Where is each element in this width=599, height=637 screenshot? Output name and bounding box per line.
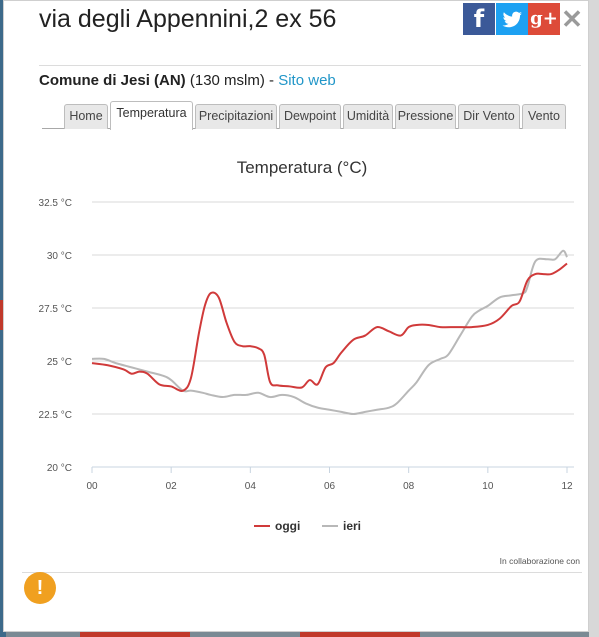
background-map-marker bbox=[300, 628, 420, 637]
x-tick-label: 12 bbox=[561, 481, 573, 492]
y-tick-label: 25 °C bbox=[47, 357, 72, 368]
station-title: via degli Appennini,2 ex 56 bbox=[39, 5, 337, 33]
municipality-name: Comune di Jesi (AN) bbox=[39, 72, 186, 89]
website-link[interactable]: Sito web bbox=[278, 72, 336, 89]
googleplus-share-button[interactable]: g+ bbox=[528, 3, 560, 35]
chart-grid bbox=[92, 201, 574, 415]
tab-dir-vento[interactable]: Dir Vento bbox=[458, 104, 520, 129]
series-line-oggi bbox=[91, 262, 568, 392]
legend-label-oggi: oggi bbox=[275, 519, 300, 533]
divider bbox=[22, 572, 582, 573]
close-icon[interactable]: ✕ bbox=[561, 4, 583, 34]
y-tick-label: 30 °C bbox=[47, 251, 72, 262]
tab-vento[interactable]: Vento bbox=[522, 104, 566, 129]
x-tick-label: 08 bbox=[403, 481, 415, 492]
background-map-strip bbox=[589, 0, 599, 637]
tab-bar: Home Temperatura Precipitazioni Dewpoint… bbox=[42, 101, 566, 130]
chart-title: Temperatura (°C) bbox=[237, 158, 368, 177]
station-altitude: (130 mslm) bbox=[189, 72, 265, 89]
subtitle-separator: - bbox=[264, 72, 279, 89]
tab-temperatura[interactable]: Temperatura bbox=[110, 101, 193, 130]
x-tick-label: 06 bbox=[324, 481, 336, 492]
tab-umidita[interactable]: Umidità bbox=[343, 104, 393, 129]
temperature-chart: Temperatura (°C) 20 °C 22.5 °C 25 °C 27.5 °… bbox=[39, 158, 574, 533]
legend-label-ieri: ieri bbox=[343, 519, 361, 533]
series-line-ieri bbox=[91, 249, 568, 416]
y-tick-label: 22.5 °C bbox=[39, 410, 72, 421]
station-popup: via degli Appennini,2 ex 56 f g+ ✕ Comun… bbox=[3, 0, 589, 632]
facebook-icon: f bbox=[473, 5, 485, 33]
x-tick-label: 10 bbox=[482, 481, 494, 492]
twitter-icon bbox=[496, 3, 528, 35]
tab-pressione[interactable]: Pressione bbox=[395, 104, 456, 129]
alert-icon[interactable]: ! bbox=[24, 572, 56, 604]
divider bbox=[39, 65, 581, 66]
x-tick-label: 00 bbox=[86, 481, 98, 492]
y-axis-labels: 20 °C 22.5 °C 25 °C 27.5 °C 30 °C 32.5 °C bbox=[39, 198, 72, 474]
chart-legend[interactable]: oggi ieri bbox=[254, 519, 361, 533]
twitter-share-button[interactable] bbox=[496, 3, 528, 35]
facebook-share-button[interactable]: f bbox=[463, 3, 495, 35]
googleplus-icon: g+ bbox=[530, 8, 558, 29]
chart-series bbox=[91, 249, 568, 416]
y-tick-label: 27.5 °C bbox=[39, 304, 72, 315]
x-tick-label: 04 bbox=[245, 481, 257, 492]
tab-precipitazioni[interactable]: Precipitazioni bbox=[195, 104, 277, 129]
tab-dewpoint[interactable]: Dewpoint bbox=[279, 104, 341, 129]
x-axis: 00 02 04 06 08 10 12 bbox=[86, 466, 574, 492]
tab-home[interactable]: Home bbox=[64, 104, 108, 129]
x-tick-label: 02 bbox=[166, 481, 178, 492]
station-subtitle: Comune di Jesi (AN) (130 mslm) - Sito we… bbox=[39, 72, 336, 89]
credit-text: In collaborazione con bbox=[499, 556, 580, 566]
y-tick-label: 32.5 °C bbox=[39, 198, 72, 209]
y-tick-label: 20 °C bbox=[47, 463, 72, 474]
background-map-marker bbox=[80, 628, 190, 637]
twitter-bird-icon bbox=[502, 11, 522, 28]
